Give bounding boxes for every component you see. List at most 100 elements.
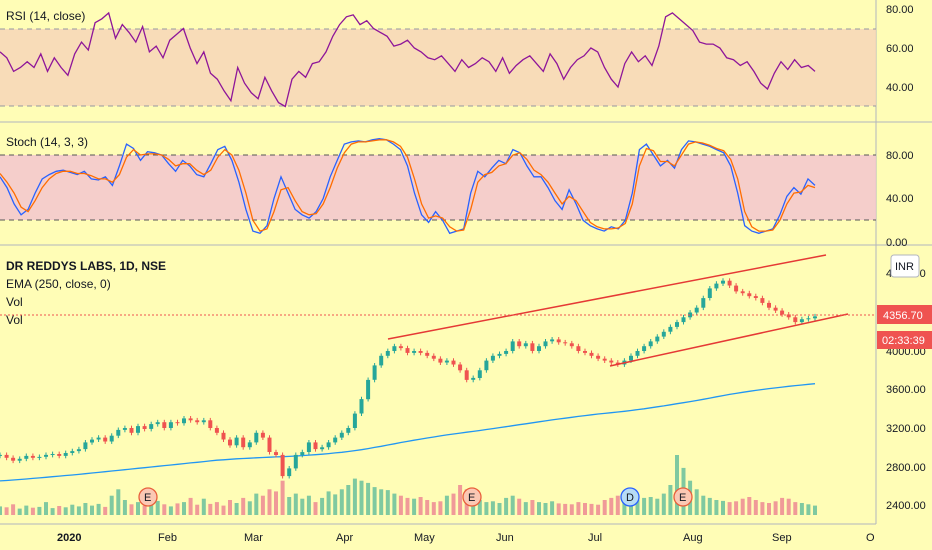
candle-body [563,342,568,344]
candle-body [293,454,298,469]
volume-bar [228,500,232,515]
volume-bar [392,493,397,515]
candle-body [208,420,213,428]
event-marker-d[interactable]: D [620,487,640,507]
volume-bar [642,497,647,515]
rsi-band [0,29,876,106]
volume-bar [372,487,377,515]
rsi-pane[interactable]: RSI (14, close) 80.00 60.00 40.00 [0,4,914,108]
volume-bar [339,489,344,515]
candle-body [254,432,259,443]
channel-lower[interactable] [609,313,849,367]
volume-bar [773,501,778,515]
candle-body [661,331,666,337]
volume-bar [569,504,574,515]
candle-body [379,355,384,366]
rsi-title: RSI (14, close) [6,9,85,23]
volume-bar [707,497,712,515]
channel-upper[interactable] [387,254,827,340]
candle-body [701,298,706,308]
candle-body [418,351,423,353]
stoch-tick-80: 80.00 [886,150,914,162]
currency-badge[interactable]: INR [890,254,920,278]
stoch-pane[interactable]: Stoch (14, 3, 3) 80.00 40.00 0.00 [0,135,914,249]
candle-body [530,343,535,351]
candle-body [740,291,745,294]
candle-body [648,341,653,347]
candle-body [326,442,331,448]
volume-bar [241,497,246,515]
volume-bar [96,503,101,515]
volume-bar [490,501,495,515]
volume-bar [444,495,449,515]
rsi-tick-60: 60.00 [886,43,914,55]
candle-body [688,312,693,318]
vol-legend-2: Vol [6,313,23,327]
volume-bar [747,497,752,515]
ema-legend: EMA (250, close, 0) [6,277,111,291]
candle-body [142,426,147,429]
time-axis[interactable]: 2020 Feb Mar Apr May Jun Jul Aug Sep O [57,532,875,544]
svg-text:E: E [679,492,686,504]
candle-body [17,458,22,461]
candle-body [490,355,495,361]
candle-body [721,280,725,284]
countdown-label[interactable]: 02:33:39 [877,331,932,349]
volume-bar [352,478,357,515]
volume-bar [260,495,265,515]
candle-body [773,307,778,311]
volume-bar [629,503,633,515]
volume-bar [254,493,259,515]
candle-body [471,377,476,380]
volume-bar [523,502,528,515]
stoch-d-line [0,139,816,232]
volume-bar [359,480,364,515]
candle-body [596,355,601,359]
candle-body [734,285,739,292]
candle-body [274,452,278,455]
volume-bar [504,497,509,515]
last-price-label[interactable]: 4356.70 [877,305,932,324]
volume-bar [398,495,403,515]
price-pane[interactable]: DR REDDYS LABS, 1D, NSE EMA (250, close,… [0,254,932,515]
volume-bar [0,506,2,515]
volume-bar [622,502,627,515]
volume-bar [109,495,114,515]
volume-bar [320,497,325,515]
volume-bar [333,494,338,515]
event-marker-e3[interactable]: E [673,487,693,507]
volume-bar [313,502,318,515]
candle-body [444,360,449,363]
candle-body [635,351,640,356]
time-label-sep: Sep [772,532,792,544]
candle-body [63,453,68,456]
volume-bar [4,507,9,515]
volume-bar [609,497,614,515]
time-label-oct: O [866,532,875,544]
event-marker-e2[interactable]: E [462,487,482,507]
volume-bar [149,503,154,515]
candle-body [155,422,160,425]
volume-bar [300,498,305,515]
volume-bar [806,504,811,515]
volume-bar [714,500,719,515]
candle-body [30,455,35,458]
volume-bar [563,503,568,515]
candle-body [510,341,515,351]
volume-bar [221,505,226,515]
volume-bar [543,503,548,515]
candle-body [642,346,647,351]
candle-body [306,442,311,452]
candle-body [136,426,140,433]
event-marker-e1[interactable]: E [138,487,158,507]
price-tick-2400: 2400.00 [886,500,926,512]
candle-body [569,343,574,347]
candle-body [694,307,699,313]
volume-bar [517,498,522,515]
volume-bar [734,501,739,515]
candle-body [149,424,154,429]
volume-bar [201,498,206,515]
volume-bar [458,485,463,515]
volume-bar [326,491,331,515]
